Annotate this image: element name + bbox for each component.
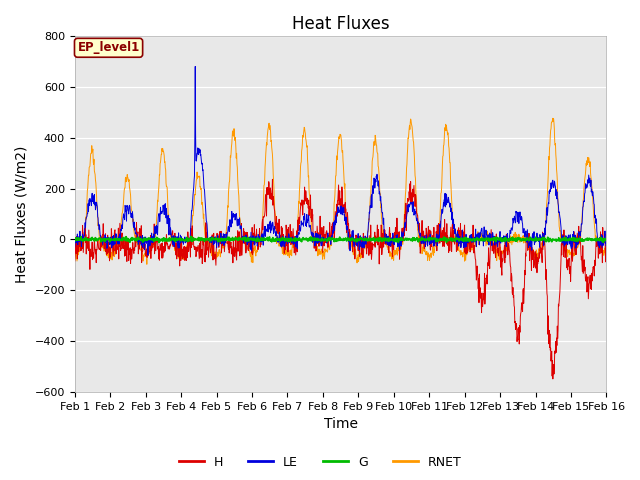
Title: Heat Fluxes: Heat Fluxes bbox=[292, 15, 389, 33]
Y-axis label: Heat Fluxes (W/m2): Heat Fluxes (W/m2) bbox=[15, 145, 29, 283]
Legend: H, LE, G, RNET: H, LE, G, RNET bbox=[173, 451, 467, 474]
Text: EP_level1: EP_level1 bbox=[77, 41, 140, 54]
X-axis label: Time: Time bbox=[324, 418, 358, 432]
